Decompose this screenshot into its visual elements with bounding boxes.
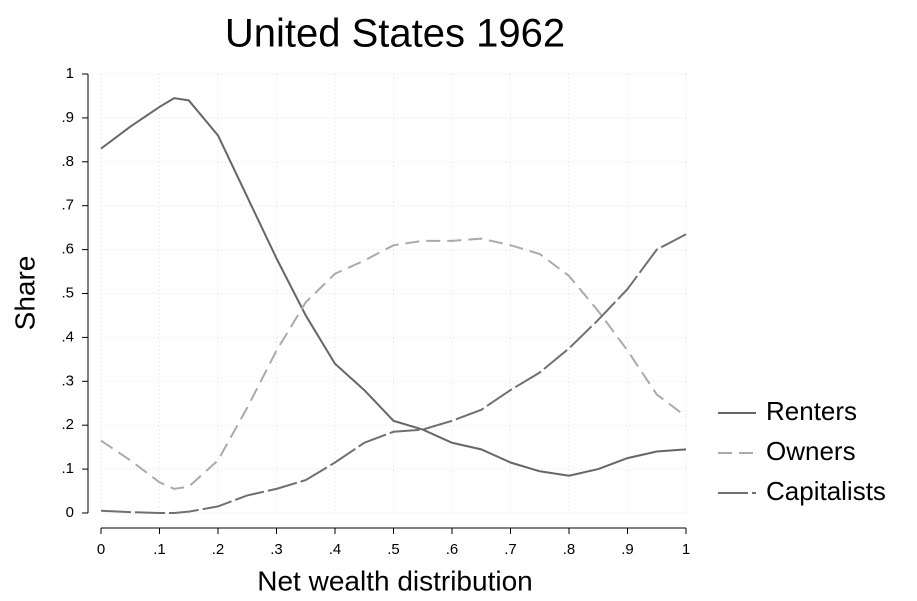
line-series — [100, 97, 687, 477]
x-tick-label: .6 — [446, 541, 459, 558]
y-tick-label: .4 — [61, 328, 74, 345]
y-tick-label: .7 — [61, 197, 74, 214]
y-tick-label: 1 — [66, 65, 74, 82]
y-tick-label: 0 — [66, 504, 74, 521]
x-tick-label: .4 — [329, 541, 342, 558]
x-tick-label: .8 — [563, 541, 576, 558]
x-tick-label: .9 — [621, 541, 634, 558]
x-tick-label: .3 — [270, 541, 283, 558]
y-tick-label: .5 — [61, 284, 74, 301]
y-tick-label: .3 — [61, 372, 74, 389]
y-tick-label: .9 — [61, 109, 74, 126]
x-axis-label: Net wealth distribution — [257, 565, 532, 596]
chart-title: United States 1962 — [225, 12, 565, 56]
legend-label: Renters — [766, 396, 857, 426]
x-tick-label: .1 — [153, 541, 166, 558]
x-tick-label: .5 — [387, 541, 400, 558]
line-series — [100, 237, 687, 490]
y-tick-label: .1 — [61, 460, 74, 477]
y-tick-label: .6 — [61, 241, 74, 258]
y-axis-label: Share — [9, 256, 40, 331]
y-tick-label: .2 — [61, 416, 74, 433]
x-tick-label: 1 — [682, 541, 690, 558]
legend-label: Capitalists — [766, 476, 886, 506]
y-tick-label: .8 — [61, 153, 74, 170]
line-series — [100, 233, 687, 514]
x-tick-label: .2 — [212, 541, 225, 558]
x-tick-label: 0 — [97, 541, 105, 558]
legend-label: Owners — [766, 436, 856, 466]
x-tick-label: .7 — [504, 541, 517, 558]
